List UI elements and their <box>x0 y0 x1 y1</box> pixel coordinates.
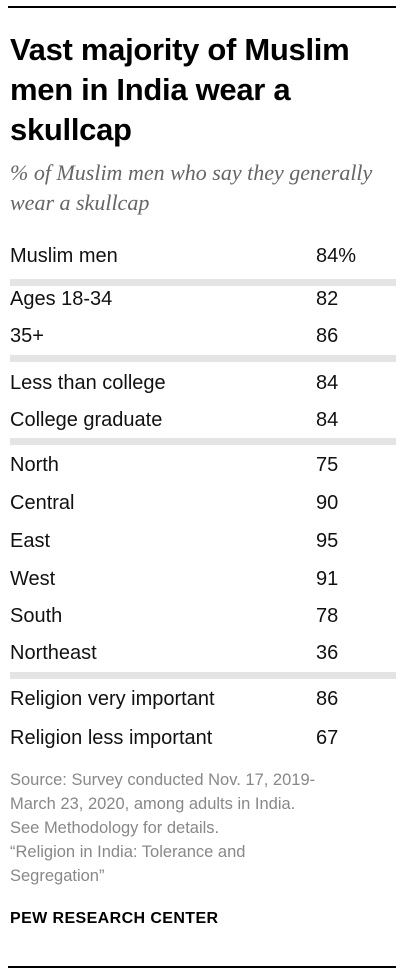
row-label: North <box>10 454 59 476</box>
source-line: Source: Survey conducted Nov. 17, 2019- <box>10 771 316 789</box>
group-separator <box>10 672 396 679</box>
row-value: 75 <box>316 454 339 476</box>
row-label: 35+ <box>10 325 44 347</box>
row-value: 84% <box>316 245 357 267</box>
source-line: See Methodology for details. <box>10 819 220 837</box>
row-value: 82 <box>316 288 339 310</box>
table-row-religion-very-important: Religion very important 86 <box>10 681 395 717</box>
row-label: Religion less important <box>10 727 213 749</box>
row-label: Muslim men <box>10 245 118 267</box>
table-row-north: North 75 <box>10 447 395 483</box>
row-value: 86 <box>316 325 339 347</box>
row-value: 84 <box>316 409 339 431</box>
row-value: 67 <box>316 727 339 749</box>
row-label: South <box>10 605 63 627</box>
source-note: Source: Survey conducted Nov. 17, 2019- … <box>10 768 395 888</box>
table-row-religion-less-important: Religion less important 67 <box>10 720 395 756</box>
row-value: 90 <box>316 492 339 514</box>
group-separator <box>10 355 396 362</box>
table-row-less-than-college: Less than college 84 <box>10 365 395 401</box>
table-row-35-plus: 35+ 86 <box>10 318 395 354</box>
row-value: 78 <box>316 605 339 627</box>
brand-logo-text: PEW RESEARCH CENTER <box>10 910 219 927</box>
row-label: West <box>10 568 56 590</box>
table-row-ages-18-34: Ages 18-34 82 <box>10 281 395 317</box>
table-row-east: East 95 <box>10 523 395 559</box>
row-label: Religion very important <box>10 688 215 710</box>
row-label: Northeast <box>10 642 97 664</box>
source-line: March 23, 2020, among adults in India. <box>10 795 296 813</box>
row-label: East <box>10 530 51 552</box>
table-row-northeast: Northeast 36 <box>10 635 395 671</box>
row-label: College graduate <box>10 409 163 431</box>
top-rule <box>8 6 396 8</box>
row-value: 36 <box>316 642 339 664</box>
table-row-west: West 91 <box>10 561 395 597</box>
group-separator <box>10 438 396 445</box>
group-separator <box>10 279 396 286</box>
source-line: “Religion in India: Tolerance and <box>10 843 246 861</box>
data-table: Muslim men 84% Ages 18-34 82 35+ 86 Less… <box>10 0 396 976</box>
bottom-rule <box>8 966 396 968</box>
row-value: 86 <box>316 688 339 710</box>
chart-subtitle: % of Muslim men who say they generally w… <box>10 160 373 215</box>
source-line: Segregation” <box>10 867 105 885</box>
table-row-central: Central 90 <box>10 485 395 521</box>
row-label: Less than college <box>10 372 166 394</box>
table-row-college-graduate: College graduate 84 <box>10 402 395 438</box>
chart-title: Vast majority of Muslim men in India wea… <box>10 32 350 147</box>
row-label: Ages 18-34 <box>10 288 113 310</box>
table-row-south: South 78 <box>10 598 395 634</box>
row-value: 84 <box>316 372 339 394</box>
row-label: Central <box>10 492 75 514</box>
table-row-muslim-men: Muslim men 84% <box>10 238 395 274</box>
row-value: 91 <box>316 568 339 590</box>
row-value: 95 <box>316 530 339 552</box>
